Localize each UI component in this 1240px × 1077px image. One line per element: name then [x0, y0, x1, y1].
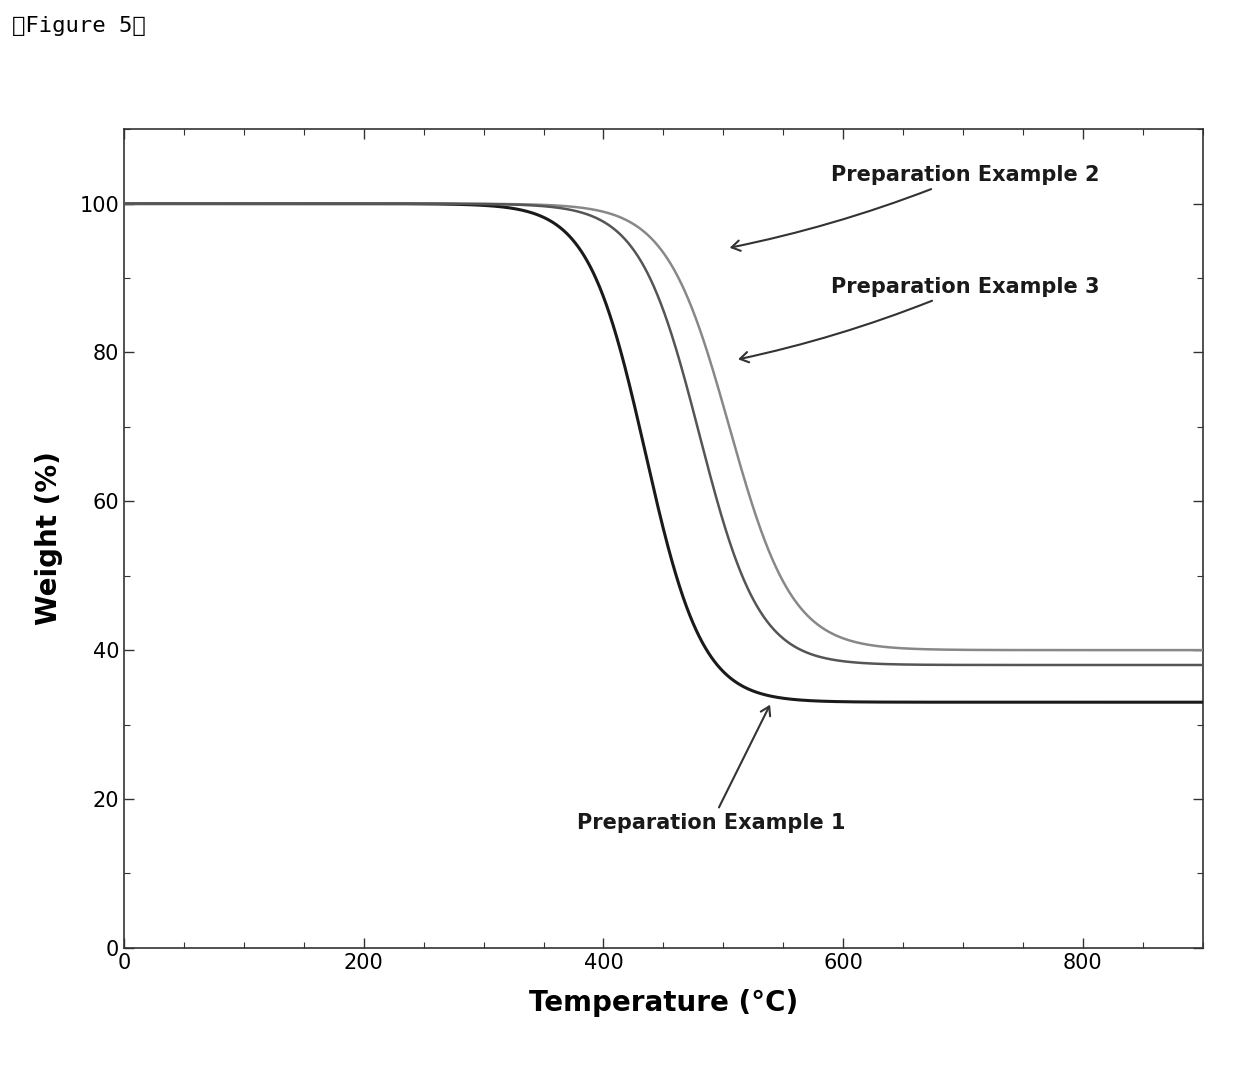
Text: Preparation Example 1: Preparation Example 1: [577, 707, 846, 833]
X-axis label: Temperature (°C): Temperature (°C): [528, 990, 799, 1018]
Text: 【Figure 5】: 【Figure 5】: [12, 16, 146, 37]
Text: Preparation Example 3: Preparation Example 3: [740, 277, 1100, 362]
Text: Preparation Example 2: Preparation Example 2: [732, 166, 1100, 251]
Y-axis label: Weight (%): Weight (%): [35, 451, 63, 626]
